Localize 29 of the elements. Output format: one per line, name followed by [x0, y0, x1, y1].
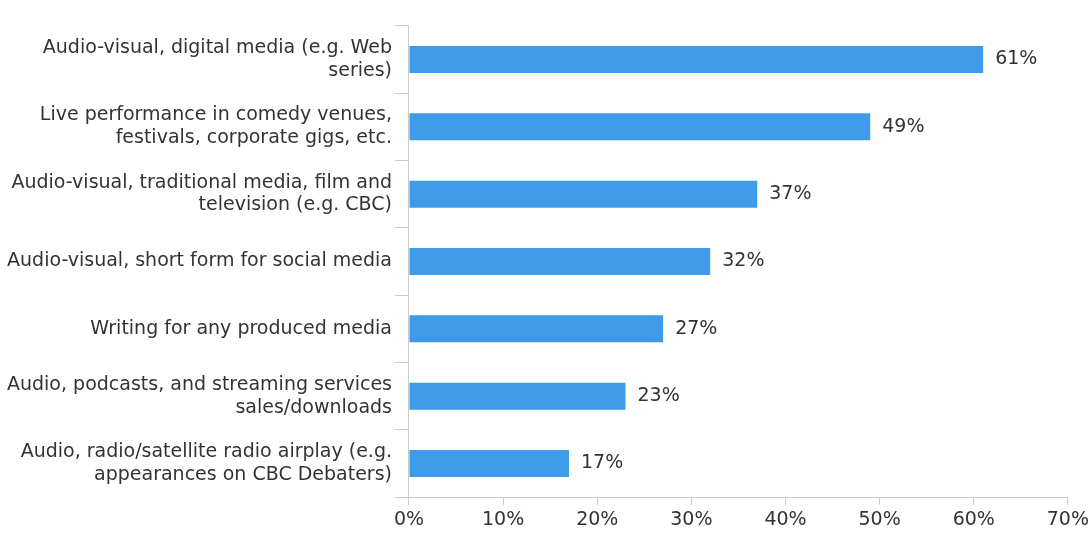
x-tick-label: 40%: [764, 506, 807, 529]
y-tick-label: Audio, podcasts, and streaming services sales/downloads: [6, 371, 392, 417]
data-label: 61%: [995, 46, 1038, 69]
x-tick-label: 50%: [858, 506, 901, 529]
y-tick-label: Audio-visual, short form for social media: [7, 248, 392, 271]
data-label: 37%: [769, 181, 812, 204]
data-label: 27%: [675, 315, 718, 338]
x-tick-label: 70%: [1046, 506, 1089, 529]
x-tick-label: 20%: [576, 506, 619, 529]
bar: [409, 315, 664, 343]
x-tick-label: 30%: [670, 506, 713, 529]
data-label: 23%: [637, 383, 680, 406]
y-tick-label: Writing for any produced media: [90, 315, 392, 338]
bar: [409, 450, 570, 477]
data-label: 17%: [581, 450, 624, 473]
data-label: 32%: [722, 248, 765, 271]
bar: [409, 46, 984, 73]
y-tick-label: Audio, radio/satellite radio airplay (e.g. appearances on CBC Debaters): [20, 439, 392, 484]
y-tick-label: Audio-visual, traditional media, film and television (e.g. CBC): [11, 169, 392, 215]
bar: [409, 113, 871, 141]
x-tick-label: 10%: [482, 506, 525, 529]
bar: [409, 180, 758, 208]
x-tick-label: 60%: [952, 506, 995, 529]
y-tick-label: Audio-visual, digital media (e.g. Web series): [42, 35, 392, 80]
bar: [409, 382, 626, 410]
y-tick-label: Live performance in comedy venues, festivals, corporate gigs, etc.: [39, 102, 392, 148]
data-label: 49%: [882, 113, 925, 136]
bar: [409, 248, 711, 275]
x-tick-label: 0%: [393, 506, 425, 529]
